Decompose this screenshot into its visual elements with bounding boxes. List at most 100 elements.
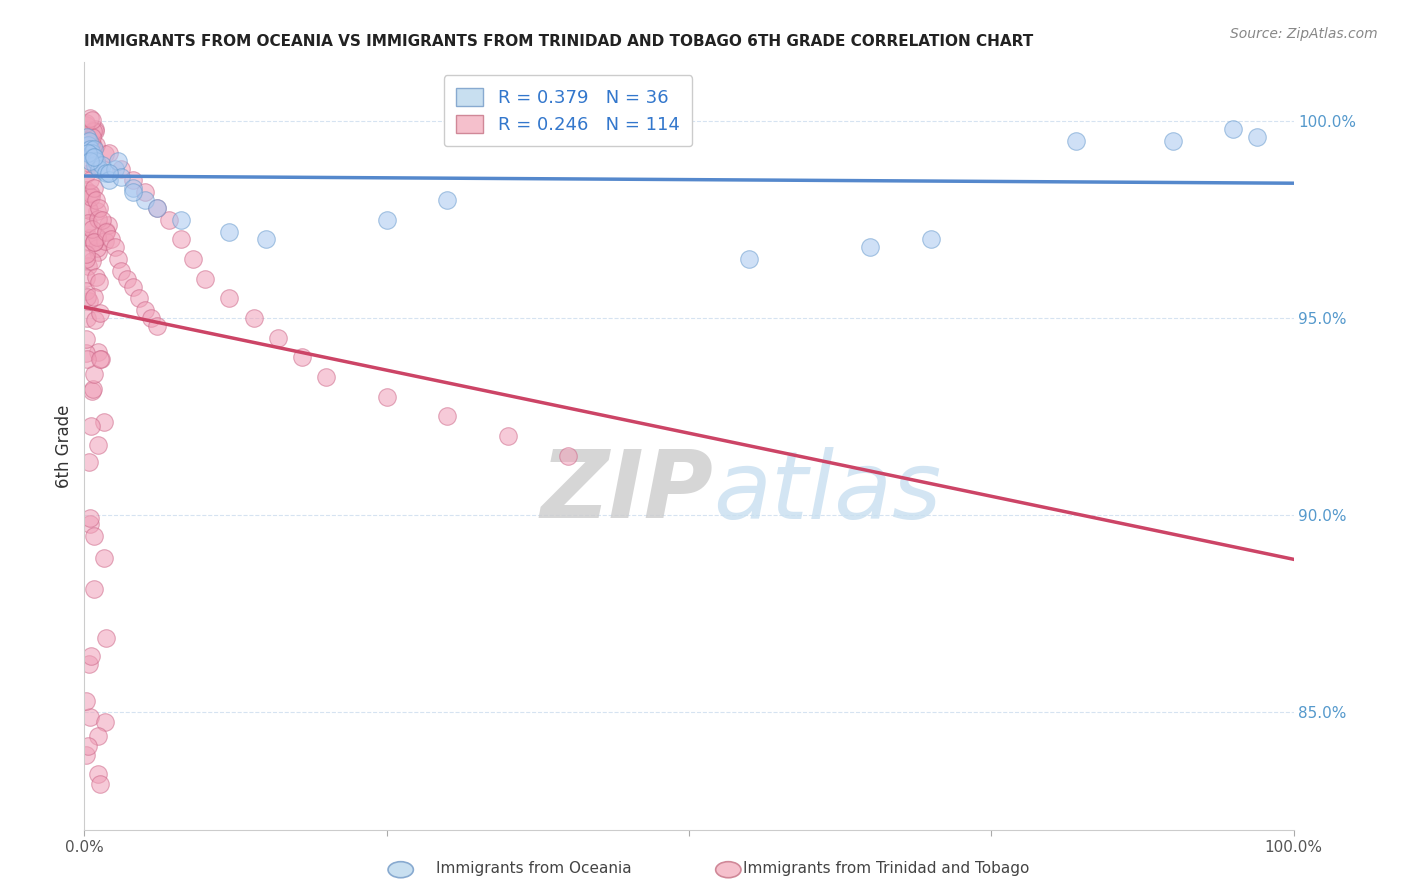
Point <box>84 158 107 172</box>
Point <box>738 252 761 267</box>
Point <box>315 370 337 384</box>
Point <box>134 193 156 207</box>
Point <box>86 193 108 207</box>
Point <box>110 161 132 176</box>
Point <box>80 187 103 202</box>
Point <box>139 311 162 326</box>
Point <box>76 739 98 753</box>
Point <box>79 173 101 187</box>
Point <box>110 169 132 184</box>
Point <box>83 582 105 596</box>
Point <box>75 332 97 346</box>
Point <box>82 139 104 153</box>
Point <box>83 181 105 195</box>
Point <box>86 345 108 359</box>
Point <box>87 729 110 743</box>
Text: Immigrants from Trinidad and Tobago: Immigrants from Trinidad and Tobago <box>742 861 1029 876</box>
Point <box>82 222 104 236</box>
Point <box>859 240 882 254</box>
Point <box>121 173 143 187</box>
Point <box>436 409 458 424</box>
Point <box>87 767 110 781</box>
Point <box>242 311 264 326</box>
Point <box>82 112 104 127</box>
Point <box>84 313 107 327</box>
Point <box>90 352 112 367</box>
Point <box>80 419 103 434</box>
Point <box>134 186 156 200</box>
Point <box>75 128 97 142</box>
Point <box>83 142 105 156</box>
Point <box>75 346 97 360</box>
Point <box>77 138 100 153</box>
Point <box>77 201 100 215</box>
Point <box>77 138 100 153</box>
Point <box>94 714 117 729</box>
Point <box>436 193 458 207</box>
Point <box>94 225 117 239</box>
Point <box>76 351 98 366</box>
Point <box>104 161 127 176</box>
Point <box>157 212 180 227</box>
Point <box>107 153 129 168</box>
Point <box>93 550 115 565</box>
Point <box>84 121 107 136</box>
Point <box>94 147 117 161</box>
Point <box>77 145 100 160</box>
Text: ZIP: ZIP <box>540 446 713 538</box>
Point <box>82 150 104 164</box>
Text: Source: ZipAtlas.com: Source: ZipAtlas.com <box>1230 27 1378 41</box>
Point <box>91 212 114 227</box>
Point <box>80 136 103 151</box>
Point <box>194 272 217 286</box>
Point <box>170 212 193 227</box>
Point <box>80 648 103 663</box>
Point <box>77 259 100 273</box>
Point <box>267 331 290 345</box>
Point <box>86 153 108 168</box>
Point <box>83 367 105 381</box>
Point <box>89 777 111 791</box>
Point <box>104 240 127 254</box>
Point <box>77 455 100 469</box>
Point <box>94 224 117 238</box>
Point <box>291 351 314 365</box>
Point <box>86 204 108 219</box>
Point <box>83 290 105 304</box>
Point <box>75 183 97 197</box>
Point <box>83 235 105 249</box>
Text: atlas: atlas <box>713 447 942 538</box>
Point <box>79 112 101 126</box>
Point <box>76 290 98 304</box>
Point <box>79 202 101 217</box>
Point <box>94 631 117 645</box>
Point <box>134 303 156 318</box>
Text: Immigrants from Oceania: Immigrants from Oceania <box>436 861 633 876</box>
Point <box>86 241 108 255</box>
Point <box>76 310 98 325</box>
Legend: R = 0.379   N = 36, R = 0.246   N = 114: R = 0.379 N = 36, R = 0.246 N = 114 <box>444 75 692 146</box>
Point <box>82 382 104 396</box>
Point <box>1064 134 1087 148</box>
Point <box>76 216 98 230</box>
Point <box>121 181 143 195</box>
Point <box>107 252 129 267</box>
Point <box>1246 130 1268 145</box>
Y-axis label: 6th Grade: 6th Grade <box>55 404 73 488</box>
Point <box>557 449 579 463</box>
Point <box>75 118 97 132</box>
Point <box>75 247 97 261</box>
Point <box>82 129 104 144</box>
Text: IMMIGRANTS FROM OCEANIA VS IMMIGRANTS FROM TRINIDAD AND TOBAGO 6TH GRADE CORRELA: IMMIGRANTS FROM OCEANIA VS IMMIGRANTS FR… <box>84 34 1033 49</box>
Point <box>97 173 120 187</box>
Point <box>115 272 138 286</box>
Point <box>79 153 101 168</box>
Point <box>181 252 204 267</box>
Point <box>146 318 169 333</box>
Point <box>87 245 110 260</box>
Point <box>79 511 101 525</box>
Point <box>1161 134 1184 148</box>
Point <box>75 116 97 130</box>
Point <box>86 270 108 285</box>
Point <box>146 201 169 215</box>
